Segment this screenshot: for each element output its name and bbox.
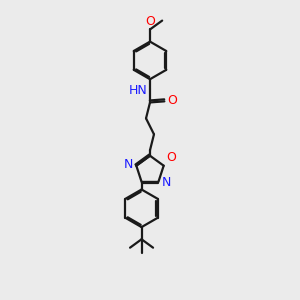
Text: HN: HN <box>129 84 147 97</box>
Text: O: O <box>167 94 177 107</box>
Text: O: O <box>167 152 176 164</box>
Text: O: O <box>145 15 155 28</box>
Text: N: N <box>161 176 171 189</box>
Text: N: N <box>124 158 134 171</box>
